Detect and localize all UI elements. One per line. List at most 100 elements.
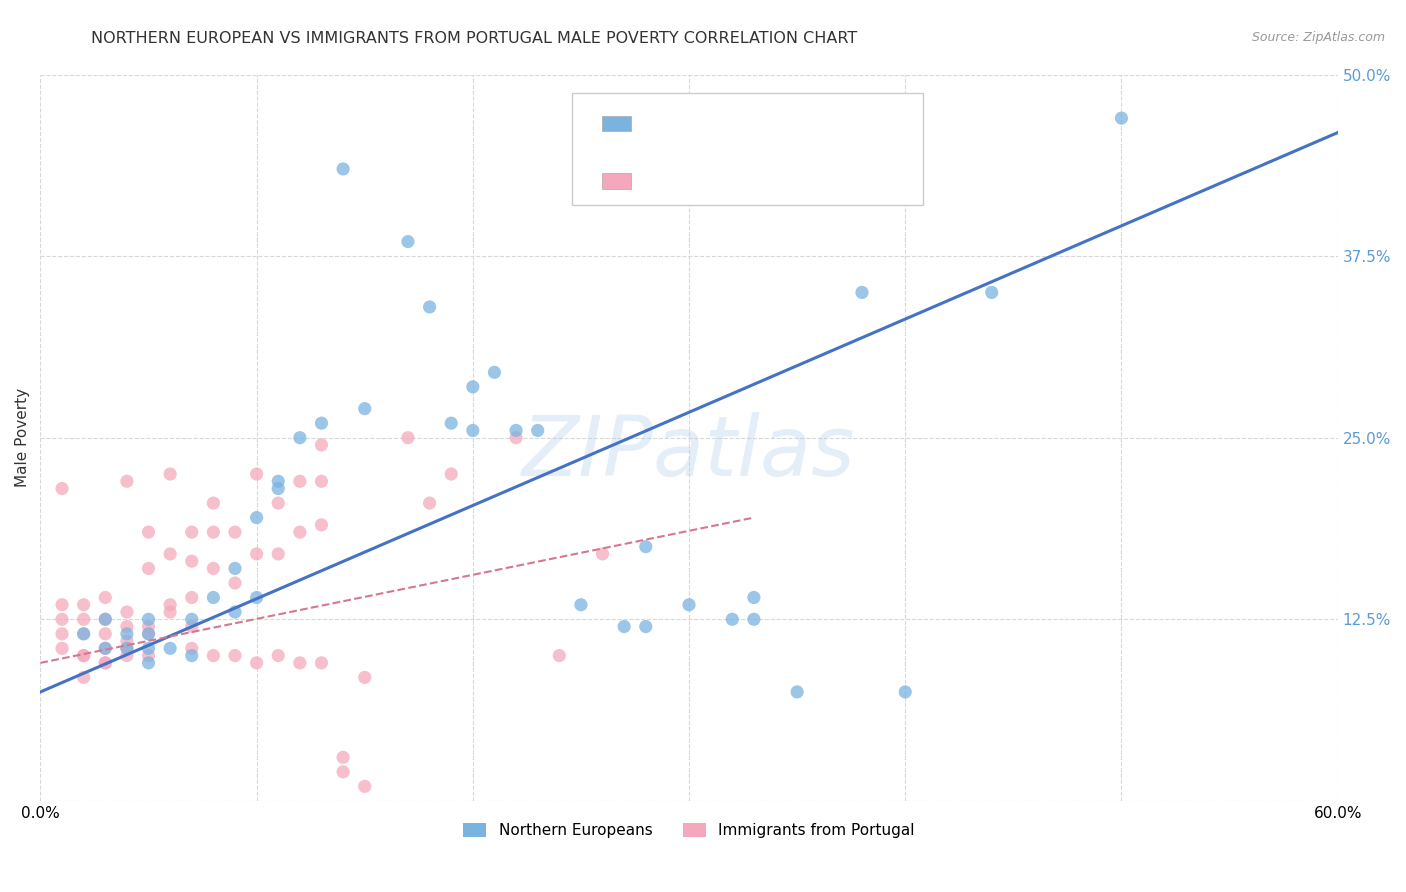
Point	[311, 656, 333, 670]
Point	[138, 561, 160, 575]
Point	[288, 656, 311, 670]
FancyBboxPatch shape	[602, 116, 631, 131]
Point	[138, 656, 160, 670]
Point	[461, 380, 484, 394]
Point	[246, 547, 269, 561]
Point	[115, 634, 138, 648]
Point	[94, 641, 117, 656]
Point	[851, 285, 873, 300]
Point	[742, 612, 765, 626]
Point	[311, 475, 333, 489]
Point	[592, 547, 614, 561]
Point	[180, 591, 202, 605]
Point	[115, 648, 138, 663]
Point	[288, 525, 311, 540]
Point	[742, 591, 765, 605]
Point	[159, 641, 181, 656]
Point	[180, 525, 202, 540]
Text: R = 0.308   N = 67: R = 0.308 N = 67	[650, 171, 820, 189]
Point	[202, 561, 225, 575]
Point	[73, 627, 96, 641]
Point	[73, 598, 96, 612]
Point	[73, 648, 96, 663]
Point	[202, 525, 225, 540]
Point	[94, 641, 117, 656]
Point	[419, 496, 441, 510]
Point	[115, 627, 138, 641]
Point	[138, 648, 160, 663]
Point	[94, 656, 117, 670]
Point	[51, 598, 73, 612]
Point	[51, 482, 73, 496]
Text: ZIPatlas: ZIPatlas	[522, 412, 856, 492]
Point	[73, 648, 96, 663]
Point	[115, 641, 138, 656]
Point	[1111, 111, 1133, 125]
Point	[138, 641, 160, 656]
Point	[94, 591, 117, 605]
Point	[180, 554, 202, 568]
Point	[180, 619, 202, 633]
Point	[202, 496, 225, 510]
Point	[505, 424, 527, 438]
Point	[786, 685, 808, 699]
Point	[51, 641, 73, 656]
Point	[73, 670, 96, 684]
Legend: Northern Europeans, Immigrants from Portugal: Northern Europeans, Immigrants from Port…	[457, 817, 921, 844]
Point	[288, 431, 311, 445]
Point	[202, 591, 225, 605]
Text: R = 0.558   N = 44: R = 0.558 N = 44	[650, 113, 821, 131]
Point	[138, 619, 160, 633]
Point	[224, 605, 246, 619]
Point	[180, 641, 202, 656]
Point	[311, 438, 333, 452]
Point	[180, 612, 202, 626]
Point	[678, 598, 700, 612]
Point	[138, 612, 160, 626]
Point	[505, 431, 527, 445]
Point	[267, 482, 290, 496]
Point	[419, 300, 441, 314]
Point	[440, 467, 463, 481]
Point	[246, 510, 269, 524]
Point	[634, 619, 657, 633]
Point	[461, 424, 484, 438]
Point	[138, 525, 160, 540]
Point	[267, 475, 290, 489]
Point	[894, 685, 917, 699]
Point	[311, 517, 333, 532]
Point	[246, 467, 269, 481]
Point	[73, 612, 96, 626]
Point	[267, 648, 290, 663]
Point	[224, 525, 246, 540]
Point	[159, 467, 181, 481]
Point	[202, 648, 225, 663]
Point	[484, 365, 506, 379]
Point	[138, 627, 160, 641]
Point	[159, 547, 181, 561]
Y-axis label: Male Poverty: Male Poverty	[15, 388, 30, 487]
Point	[138, 627, 160, 641]
Point	[51, 612, 73, 626]
Point	[51, 627, 73, 641]
Point	[180, 648, 202, 663]
Point	[246, 591, 269, 605]
Point	[721, 612, 744, 626]
Point	[548, 648, 571, 663]
Point	[115, 605, 138, 619]
Point	[267, 496, 290, 510]
Point	[94, 612, 117, 626]
Point	[332, 764, 354, 779]
Point	[224, 576, 246, 591]
Point	[94, 627, 117, 641]
Point	[224, 561, 246, 575]
Point	[526, 424, 548, 438]
Point	[353, 670, 375, 684]
Point	[115, 619, 138, 633]
Point	[267, 547, 290, 561]
Point	[353, 401, 375, 416]
Point	[73, 627, 96, 641]
Point	[634, 540, 657, 554]
Point	[94, 656, 117, 670]
Point	[94, 612, 117, 626]
